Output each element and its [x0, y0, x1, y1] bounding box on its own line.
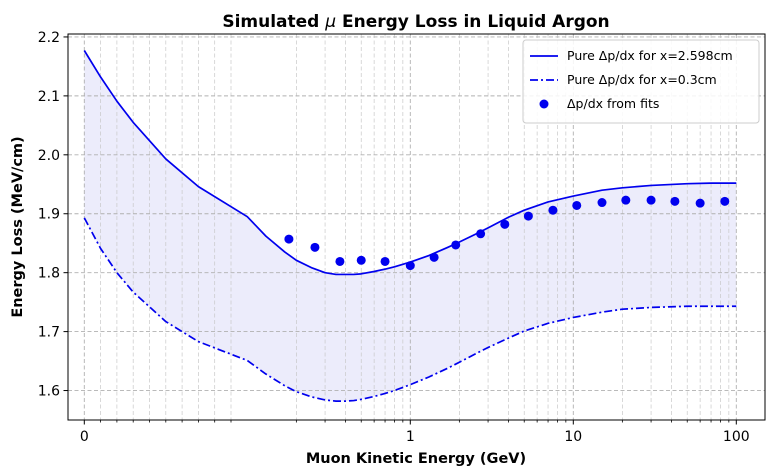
fit-point — [646, 195, 656, 205]
y-tick-label: 2.1 — [38, 89, 60, 105]
x-tick-label: 1 — [406, 429, 415, 445]
legend-label-2: Pure Δp/dx for x=0.3cm — [567, 72, 717, 87]
plot-frame — [67, 33, 766, 421]
x-axis-label: Muon Kinetic Energy (GeV) — [306, 451, 526, 467]
series-line-x2598cm — [83, 50, 737, 276]
series-layer — [83, 50, 737, 402]
y-tick-label: 2.2 — [38, 30, 60, 46]
chart-title-part-2: μ — [324, 12, 336, 32]
chart-title: Simulated μ Energy Loss in Liquid Argon — [222, 12, 609, 32]
fit-point — [380, 256, 390, 266]
legend-swatch-marker — [539, 99, 549, 109]
fit-point — [597, 198, 607, 208]
y-tick-label: 1.8 — [38, 266, 60, 282]
fit-point — [284, 234, 294, 244]
fit-point — [695, 198, 705, 208]
fit-point — [670, 196, 680, 206]
fit-point — [523, 211, 533, 221]
fit-point — [310, 242, 320, 252]
fit-point — [429, 252, 439, 262]
marker-layer — [284, 195, 730, 271]
y-axis-label: Energy Loss (MeV/cm) — [10, 136, 26, 317]
y-tick-label: 2.0 — [38, 148, 60, 164]
series-line-x03cm — [83, 217, 737, 402]
fit-point — [500, 219, 510, 229]
fit-point — [720, 196, 730, 206]
fill-layer — [84, 50, 737, 402]
y-tick-label: 1.7 — [38, 325, 60, 341]
x-tick-label: 10 — [564, 429, 582, 445]
y-tick-label: 1.9 — [38, 207, 60, 223]
fit-point — [621, 195, 631, 205]
fit-point — [451, 240, 461, 250]
legend-label-1: Pure Δp/dx for x=2.598cm — [567, 48, 733, 63]
chart-title-part-1: Simulated — [222, 12, 325, 32]
fit-point — [572, 200, 582, 210]
fit-point — [335, 256, 345, 266]
fit-point — [476, 229, 486, 239]
y-tick-label: 1.6 — [38, 384, 60, 400]
plot-area — [67, 33, 766, 421]
fit-point — [548, 205, 558, 215]
legend-box — [522, 39, 760, 124]
chart-title-part-3: Energy Loss in Liquid Argon — [336, 12, 610, 32]
x-tick-label: 100 — [723, 429, 750, 445]
grid-layer — [68, 34, 765, 420]
legend: Pure Δp/dx for x=2.598cm Pure Δp/dx for … — [522, 39, 760, 124]
x-axis: 0 1 10 100 — [80, 420, 750, 445]
fit-point — [405, 261, 415, 271]
fit-point — [356, 255, 366, 265]
fill-between-region — [84, 50, 737, 402]
x-tick-label: 0 — [80, 429, 89, 445]
y-axis: 1.6 1.7 1.8 1.9 2.0 2.1 2.2 — [38, 30, 68, 400]
legend-label-3: Δp/dx from fits — [567, 96, 659, 111]
